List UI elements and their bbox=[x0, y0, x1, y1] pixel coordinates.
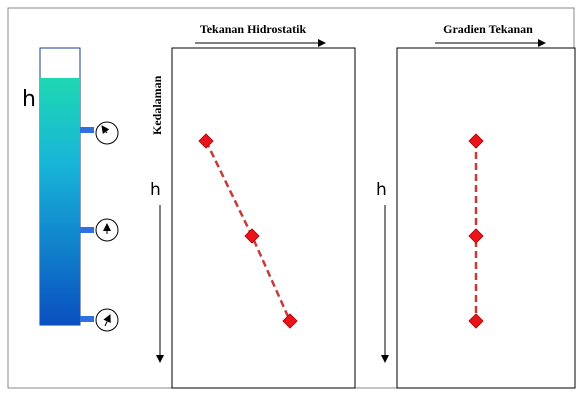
depth-label: h bbox=[376, 180, 387, 200]
tank-label: h bbox=[22, 87, 36, 112]
panel-title: Tekanan Hidrostatik bbox=[200, 22, 307, 36]
panel bbox=[397, 48, 575, 388]
tank bbox=[40, 48, 118, 331]
panel bbox=[172, 48, 355, 388]
diagram: h Tekanan Hidrostatik Kedalaman h Gradie… bbox=[0, 0, 582, 396]
depth-label: h bbox=[150, 180, 161, 200]
panel-title: Gradien Tekanan bbox=[443, 22, 533, 36]
axis-label: Kedalaman bbox=[150, 75, 164, 135]
